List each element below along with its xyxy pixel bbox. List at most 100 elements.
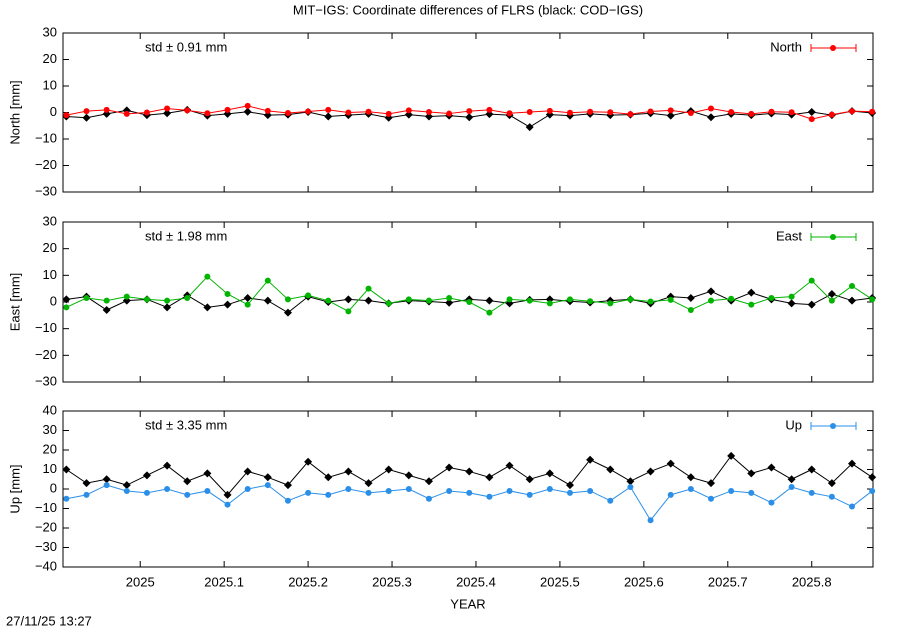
data-point <box>324 112 333 121</box>
data-point <box>607 497 614 504</box>
legend-label: Up <box>785 417 802 432</box>
data-point <box>808 277 815 284</box>
timestamp: 27/11/25 13:27 <box>6 613 92 628</box>
plot-frame <box>62 410 874 568</box>
data-point <box>143 109 150 116</box>
data-point <box>163 109 172 118</box>
data-point <box>748 301 755 308</box>
data-point <box>164 105 171 112</box>
data-point <box>727 451 736 460</box>
data-point <box>607 300 614 307</box>
y-tick-label: −20 <box>35 157 57 172</box>
data-point <box>565 481 574 490</box>
data-point <box>184 295 191 301</box>
data-point <box>708 297 714 304</box>
data-point <box>486 106 493 113</box>
y-tick-label: 20 <box>43 441 57 456</box>
legend-swatch <box>830 45 836 51</box>
data-point <box>849 503 856 510</box>
x-axis-label: YEAR <box>450 596 485 611</box>
data-point <box>667 491 674 498</box>
data-point <box>405 486 412 492</box>
data-point <box>364 479 373 488</box>
data-point <box>768 108 775 115</box>
data-point <box>748 110 755 117</box>
data-point <box>365 285 372 292</box>
data-point <box>163 303 172 312</box>
data-point <box>606 465 615 474</box>
data-point <box>546 300 553 307</box>
y-tick-label: 0 <box>50 293 57 308</box>
y-tick-label: −30 <box>35 539 57 554</box>
x-tick-label: 2025.7 <box>708 574 748 589</box>
legend-swatch <box>830 234 836 240</box>
data-point <box>849 108 856 115</box>
data-point <box>586 455 595 464</box>
data-point <box>183 477 192 486</box>
data-point <box>62 295 71 304</box>
data-point <box>486 309 493 316</box>
data-point <box>305 292 312 299</box>
y-tick-label: 30 <box>43 24 57 39</box>
data-point <box>404 471 413 480</box>
data-point <box>102 306 111 314</box>
data-point <box>405 107 412 114</box>
annotation: std ± 0.91 mm <box>145 39 227 54</box>
data-point <box>787 475 796 484</box>
data-point <box>828 493 835 500</box>
data-point <box>767 463 776 472</box>
data-point <box>425 495 432 502</box>
data-point <box>445 463 454 472</box>
data-point <box>325 491 332 498</box>
data-point <box>566 296 573 303</box>
data-point <box>869 108 876 115</box>
y-tick-label: 10 <box>43 461 57 476</box>
data-point <box>587 298 594 305</box>
data-point <box>263 296 272 305</box>
y-tick-label: −10 <box>35 130 57 145</box>
data-point <box>707 479 715 488</box>
data-point <box>626 477 635 486</box>
data-point <box>667 296 674 303</box>
x-tick-label: 2025.1 <box>204 574 244 589</box>
data-point <box>485 110 494 119</box>
y-axis-label: Up [mm] <box>7 464 22 513</box>
x-tick-label: 2025.3 <box>372 574 412 589</box>
data-point <box>82 113 91 122</box>
data-point <box>546 107 553 114</box>
data-point <box>868 473 877 482</box>
panel: −40 −30 −20 −10 0 10 20 30 40 2025 2025.1 2025.2 202… <box>7 402 877 611</box>
data-point <box>425 297 432 304</box>
data-point <box>525 475 534 484</box>
data-point <box>123 487 130 494</box>
data-point <box>364 296 373 305</box>
data-point <box>607 109 614 116</box>
data-point <box>384 465 393 474</box>
data-point <box>103 482 110 489</box>
data-point <box>63 304 70 311</box>
data-point <box>344 295 353 304</box>
data-point <box>284 110 291 117</box>
data-point <box>345 109 352 116</box>
data-point <box>647 298 654 305</box>
data-point <box>224 106 231 113</box>
data-point <box>385 110 392 117</box>
data-point <box>283 308 292 317</box>
annotation: std ± 3.35 mm <box>145 417 227 432</box>
data-point <box>243 107 252 116</box>
data-point <box>264 277 271 284</box>
data-point <box>587 487 594 494</box>
data-point <box>686 294 695 302</box>
data-point <box>304 457 313 466</box>
data-point <box>747 288 756 297</box>
data-point <box>264 107 271 114</box>
legend-label: North <box>770 39 802 54</box>
data-point <box>122 481 131 490</box>
data-point <box>263 111 272 120</box>
data-point <box>466 489 473 496</box>
data-point <box>465 467 474 476</box>
data-point <box>344 467 353 476</box>
data-point <box>526 108 533 115</box>
legend-label: East <box>776 228 802 243</box>
